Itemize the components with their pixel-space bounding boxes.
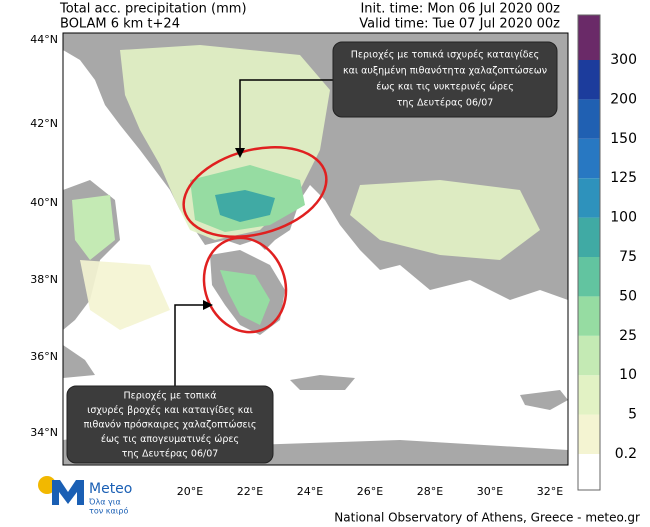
colorbar-segment xyxy=(578,414,600,454)
init-time: Init. time: Mon 06 Jul 2020 00z xyxy=(360,2,560,17)
logo-mark xyxy=(52,480,84,505)
annotation-text: ισχυρές βροχές και καταιγίδες και xyxy=(87,405,253,416)
lon-label: 28°E xyxy=(417,485,443,498)
valid-time: Valid time: Tue 07 Jul 2020 00z xyxy=(359,17,560,32)
colorbar-label: 125 xyxy=(610,170,637,186)
colorbar-label: 75 xyxy=(619,249,637,265)
lat-label: 44°N xyxy=(30,33,58,46)
precip-area xyxy=(220,270,270,325)
lat-label: 38°N xyxy=(30,273,58,286)
land-sicily xyxy=(63,345,95,378)
arrowhead xyxy=(203,300,213,310)
lon-label: 26°E xyxy=(357,485,383,498)
colorbar-segment xyxy=(578,15,600,60)
colorbar-label: 0.2 xyxy=(615,446,637,462)
lat-label: 40°N xyxy=(30,196,58,209)
lat-label: 34°N xyxy=(30,426,58,439)
logo-name: Meteo xyxy=(89,481,132,497)
colorbar-label: 50 xyxy=(619,288,637,304)
logo-tagline: τον καιρό xyxy=(89,506,128,516)
arrow xyxy=(174,79,333,386)
colorbar-segment xyxy=(578,257,600,297)
lat-label: 36°N xyxy=(30,350,58,363)
colorbar-segment xyxy=(578,296,600,336)
lon-label: 32°E xyxy=(537,485,563,498)
colorbar-segment xyxy=(578,178,600,218)
colorbar-label: 25 xyxy=(619,328,637,344)
colorbar-frame xyxy=(577,14,601,491)
logo-sun xyxy=(38,476,56,494)
precip-area xyxy=(350,180,540,260)
highlight-ellipse xyxy=(202,236,288,334)
colorbar-label: 150 xyxy=(610,131,637,147)
colorbar-segment xyxy=(578,375,600,415)
colorbar-label: 100 xyxy=(610,210,637,226)
colorbar-label: 10 xyxy=(619,367,637,383)
annotation-box xyxy=(66,385,274,464)
annotation-text: της Δευτέρας 06/07 xyxy=(122,449,219,460)
precip-area xyxy=(80,260,170,330)
lon-label: 24°E xyxy=(297,485,323,498)
colorbar-segment xyxy=(578,99,600,139)
colorbar-segment xyxy=(578,138,600,179)
colorbar-label: 200 xyxy=(610,91,637,107)
precip-area xyxy=(215,190,275,222)
arrowhead xyxy=(235,148,245,158)
annotation-text: έως τις απογευματινές ώρες xyxy=(101,434,239,445)
lat-label: 42°N xyxy=(30,117,58,130)
colorbar-segment xyxy=(578,454,600,490)
logo-tagline: Όλα για xyxy=(88,497,121,507)
annotation-text: έως και τις νυκτερινές ώρες xyxy=(376,82,514,93)
lon-label: 30°E xyxy=(477,485,503,498)
map-frame xyxy=(62,32,569,466)
colorbar-segment xyxy=(578,335,600,376)
title: Total acc. precipitation (mm) xyxy=(59,2,247,17)
annotation-text: πιθανόν πρόσκαιρες χαλαζοπτώσεις xyxy=(84,420,257,431)
colorbar-label: 300 xyxy=(610,52,637,68)
annotation-text: και αυξημένη πιθανότητα χαλαζοπτώσεων xyxy=(343,66,547,77)
precip-area xyxy=(72,195,115,260)
colorbar-label: 5 xyxy=(628,407,637,423)
lon-label: 22°E xyxy=(237,485,263,498)
colorbar-segment xyxy=(578,60,600,100)
model: BOLAM 6 km t+24 xyxy=(60,17,180,32)
footer: National Observatory of Athens, Greece -… xyxy=(334,511,640,525)
lon-label: 20°E xyxy=(177,485,203,498)
land-cyprus xyxy=(520,390,568,410)
annotation-box xyxy=(332,41,558,118)
annotation-text: Περιοχές με τοπικά ισχυρές καταιγίδες xyxy=(351,50,540,61)
annotation-text: Περιοχές με τοπικά xyxy=(123,391,216,402)
colorbar-segment xyxy=(578,217,600,257)
land-crete xyxy=(290,375,355,390)
annotation-text: της Δευτέρας 06/07 xyxy=(397,98,494,109)
highlight-ellipse xyxy=(182,145,328,239)
